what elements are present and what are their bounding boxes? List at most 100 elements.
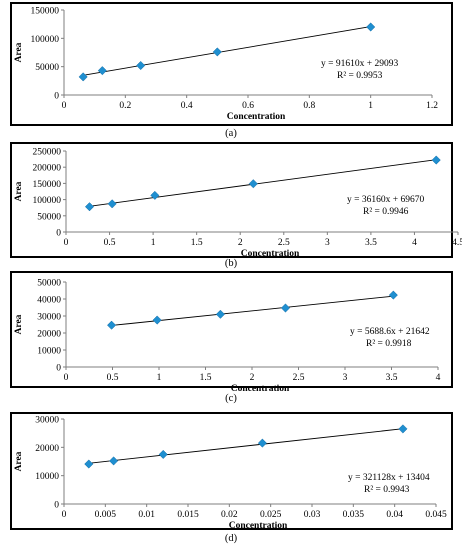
- x-tick-label: 1.5: [191, 238, 203, 248]
- x-tick-label: 0.8: [303, 101, 315, 111]
- x-tick-label: 2.5: [278, 238, 290, 248]
- trendline-equation: y = 321128x + 13404: [348, 473, 430, 483]
- y-axis-title: Area: [14, 451, 24, 471]
- x-tick-label: 4: [436, 373, 441, 383]
- panel-caption: (d): [225, 533, 238, 544]
- chart-panel-0: 0 50000 100000 150000 0 0.2 0.4 0.6 0.8 1 1.2 Area C…: [10, 2, 453, 126]
- data-point: [78, 72, 88, 82]
- x-tick-label: 3.5: [386, 373, 398, 383]
- y-tick-label: 30000: [37, 313, 61, 323]
- x-tick-label: 3: [325, 238, 330, 248]
- data-point: [136, 60, 146, 71]
- r-squared-label: R² = 0.9918: [366, 339, 412, 349]
- panel-caption: (a): [225, 128, 237, 139]
- chart-panel-2: 0 10000 20000 30000 40000 50000 0 0.5 1 1.5 2 2.5 3 3…: [10, 271, 453, 394]
- data-point: [388, 290, 398, 300]
- data-point: [212, 47, 222, 57]
- x-tick-label: 0.03: [304, 510, 321, 520]
- data-point: [257, 438, 267, 448]
- y-tick-label: 150000: [31, 7, 60, 17]
- panel-caption: (b): [225, 258, 238, 269]
- trendline: [89, 159, 437, 207]
- trendline: [88, 428, 403, 464]
- r-squared-label: R² = 0.9946: [363, 207, 409, 217]
- r-squared-label: R² = 0.9943: [364, 485, 410, 495]
- x-tick-label: 0.4: [181, 101, 193, 111]
- y-tick-label: 250000: [33, 148, 62, 158]
- y-tick-label: 50000: [37, 279, 61, 289]
- x-tick-label: 2: [250, 373, 255, 383]
- r-squared-label: R² = 0.9953: [337, 71, 383, 81]
- x-tick-label: 0: [64, 238, 69, 248]
- data-point: [248, 179, 258, 189]
- x-tick-label: 0.015: [177, 510, 199, 520]
- y-tick-label: 0: [54, 501, 59, 511]
- x-tick-label: 1.2: [426, 101, 438, 111]
- x-tick-label: 0.035: [343, 510, 365, 520]
- panel-caption: (c): [225, 393, 237, 404]
- x-tick-label: 0.045: [425, 510, 447, 520]
- x-tick-label: 0: [62, 510, 67, 520]
- data-point: [280, 303, 291, 313]
- y-axis-title: Area: [14, 314, 24, 334]
- x-tick-label: 0.025: [260, 510, 282, 520]
- chart-panel-3: 0 10000 20000 30000 0 0.005 0.01 0.015 0.02 0.025…: [10, 412, 453, 531]
- data-point: [398, 424, 408, 434]
- y-tick-label: 10000: [37, 347, 61, 357]
- data-point: [150, 190, 160, 200]
- data-point: [152, 315, 162, 325]
- x-axis-title: Concentration: [241, 249, 300, 259]
- trendline-equation: y = 5688.6x + 21642: [350, 327, 430, 337]
- y-tick-label: 20000: [37, 330, 61, 340]
- x-tick-label: 3: [343, 373, 348, 383]
- x-tick-label: 1: [157, 373, 162, 383]
- y-tick-label: 10000: [35, 472, 59, 482]
- x-tick-label: 0.6: [242, 101, 254, 111]
- trendline: [83, 26, 371, 76]
- y-axis-title: Area: [14, 181, 24, 201]
- x-axis-title: Concentration: [227, 112, 286, 122]
- trendline-equation: y = 91610x + 29093: [321, 59, 398, 69]
- x-tick-label: 4: [412, 238, 417, 248]
- x-tick-label: 1: [368, 101, 373, 111]
- x-tick-label: 1: [151, 238, 156, 248]
- chart-panel-1: 0 50000 100000 150000 200000 250000 0 0.5 1 1.5 2 2…: [10, 142, 462, 259]
- x-tick-label: 4.5: [452, 238, 462, 248]
- x-tick-label: 0: [64, 373, 69, 383]
- y-tick-label: 0: [54, 92, 59, 102]
- y-axis-title: Area: [14, 42, 24, 62]
- x-tick-label: 1.5: [200, 373, 212, 383]
- x-tick-label: 2: [238, 238, 243, 248]
- data-point: [97, 66, 107, 76]
- y-tick-label: 40000: [37, 296, 61, 306]
- data-point: [109, 456, 119, 466]
- trendline-equation: y = 36160x + 69670: [347, 195, 424, 205]
- x-tick-label: 2.5: [293, 373, 305, 383]
- data-point: [366, 22, 376, 32]
- data-point: [84, 459, 94, 469]
- data-point: [107, 199, 117, 209]
- y-tick-label: 0: [56, 364, 61, 374]
- y-tick-label: 100000: [33, 196, 62, 206]
- y-tick-label: 30000: [35, 416, 59, 426]
- y-tick-label: 150000: [33, 180, 62, 190]
- x-axis-title: Concentration: [231, 384, 290, 394]
- y-tick-label: 200000: [33, 164, 62, 174]
- x-tick-label: 0.04: [386, 510, 403, 520]
- data-point: [107, 320, 117, 330]
- x-tick-label: 0.01: [138, 510, 155, 520]
- data-point: [431, 155, 441, 165]
- y-tick-label: 100000: [31, 35, 60, 45]
- y-tick-label: 20000: [35, 444, 59, 454]
- x-tick-label: 0: [62, 101, 67, 111]
- y-tick-label: 0: [56, 229, 61, 239]
- chart-frame: [10, 412, 453, 530]
- x-axis-title: Concentration: [229, 521, 288, 531]
- chart-frame: [10, 142, 453, 258]
- chart-frame: [10, 271, 453, 388]
- x-tick-label: 0.5: [107, 373, 119, 383]
- y-tick-label: 50000: [35, 63, 59, 73]
- x-tick-label: 0.5: [104, 238, 116, 248]
- chart-frame: [10, 2, 453, 126]
